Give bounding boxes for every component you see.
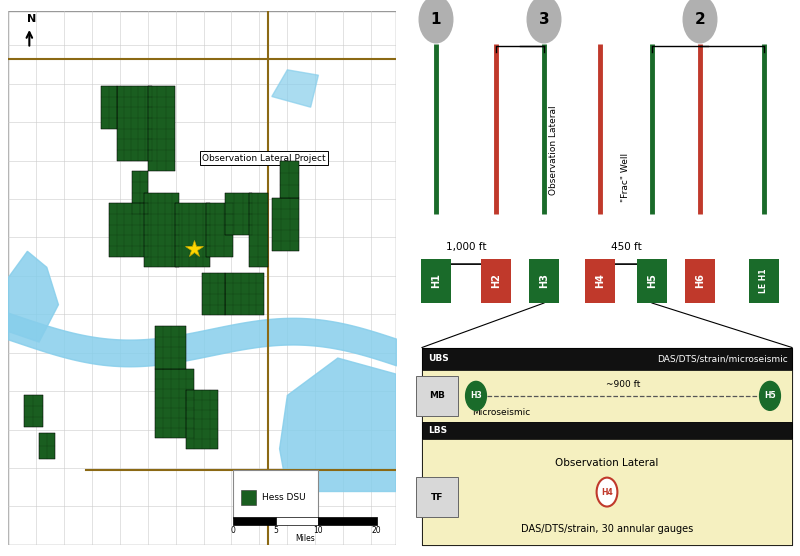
FancyBboxPatch shape xyxy=(422,421,792,439)
Text: DAS/DTS/strain, 30 annular gauges: DAS/DTS/strain, 30 annular gauges xyxy=(521,524,693,534)
FancyBboxPatch shape xyxy=(416,478,458,518)
Text: H4: H4 xyxy=(601,488,613,497)
FancyBboxPatch shape xyxy=(585,259,615,303)
Text: Microseismic: Microseismic xyxy=(472,408,530,417)
FancyBboxPatch shape xyxy=(109,203,148,257)
Polygon shape xyxy=(280,358,396,492)
FancyBboxPatch shape xyxy=(175,203,210,267)
Text: DAS/DTS/strain/microseismic: DAS/DTS/strain/microseismic xyxy=(658,354,788,364)
Polygon shape xyxy=(272,70,318,107)
FancyBboxPatch shape xyxy=(529,259,559,303)
Circle shape xyxy=(597,478,618,507)
FancyBboxPatch shape xyxy=(202,272,226,315)
Text: Observation Lateral: Observation Lateral xyxy=(555,458,658,468)
Polygon shape xyxy=(8,251,58,342)
Text: H6: H6 xyxy=(695,274,705,288)
FancyBboxPatch shape xyxy=(233,470,318,518)
Text: 1,000 ft: 1,000 ft xyxy=(446,242,486,252)
FancyBboxPatch shape xyxy=(241,490,256,505)
FancyBboxPatch shape xyxy=(272,198,299,251)
Text: 0: 0 xyxy=(230,525,235,535)
FancyBboxPatch shape xyxy=(422,348,792,370)
Text: Observation Lateral Project: Observation Lateral Project xyxy=(202,153,326,234)
FancyBboxPatch shape xyxy=(132,171,148,214)
Circle shape xyxy=(760,381,781,410)
FancyBboxPatch shape xyxy=(186,390,218,449)
Text: Hess DSU: Hess DSU xyxy=(262,493,306,502)
Text: "Frac" Well: "Frac" Well xyxy=(622,153,630,202)
FancyBboxPatch shape xyxy=(280,161,299,198)
FancyBboxPatch shape xyxy=(206,203,233,257)
FancyBboxPatch shape xyxy=(8,11,396,545)
FancyBboxPatch shape xyxy=(481,259,511,303)
FancyBboxPatch shape xyxy=(685,259,715,303)
FancyBboxPatch shape xyxy=(101,86,117,128)
FancyBboxPatch shape xyxy=(144,192,178,267)
FancyBboxPatch shape xyxy=(148,86,175,171)
Text: 2: 2 xyxy=(694,12,706,27)
Text: H5: H5 xyxy=(647,274,657,288)
Circle shape xyxy=(527,0,561,43)
Text: TF: TF xyxy=(430,493,443,502)
Text: LBS: LBS xyxy=(428,426,447,435)
Text: 10: 10 xyxy=(314,525,323,535)
FancyBboxPatch shape xyxy=(416,376,458,416)
Text: 20: 20 xyxy=(372,525,382,535)
Text: 5: 5 xyxy=(274,525,278,535)
FancyBboxPatch shape xyxy=(23,395,43,428)
FancyBboxPatch shape xyxy=(226,272,264,315)
Text: MB: MB xyxy=(429,391,445,400)
Text: ~900 ft: ~900 ft xyxy=(606,380,640,389)
Circle shape xyxy=(419,0,453,43)
Text: H4: H4 xyxy=(595,274,605,288)
Text: H2: H2 xyxy=(491,274,501,288)
Circle shape xyxy=(466,381,486,410)
Text: N: N xyxy=(26,14,36,24)
FancyBboxPatch shape xyxy=(155,369,194,438)
Text: Observation Lateral: Observation Lateral xyxy=(550,105,558,195)
Text: 450 ft: 450 ft xyxy=(610,242,642,252)
Text: Miles: Miles xyxy=(295,534,314,543)
FancyBboxPatch shape xyxy=(749,259,779,303)
Text: 1: 1 xyxy=(430,12,442,27)
Text: H3: H3 xyxy=(539,274,549,288)
Text: H1: H1 xyxy=(431,274,441,288)
Text: UBS: UBS xyxy=(428,354,449,364)
FancyBboxPatch shape xyxy=(421,259,451,303)
FancyBboxPatch shape xyxy=(226,192,253,235)
FancyBboxPatch shape xyxy=(249,192,268,267)
FancyBboxPatch shape xyxy=(422,370,792,421)
FancyBboxPatch shape xyxy=(637,259,667,303)
Text: H3: H3 xyxy=(470,391,482,400)
FancyBboxPatch shape xyxy=(39,433,54,459)
Circle shape xyxy=(683,0,717,43)
FancyBboxPatch shape xyxy=(117,86,151,161)
Text: LE H1: LE H1 xyxy=(759,269,769,293)
FancyBboxPatch shape xyxy=(422,439,792,545)
FancyBboxPatch shape xyxy=(155,326,186,369)
FancyBboxPatch shape xyxy=(422,348,792,545)
Text: 3: 3 xyxy=(538,12,550,27)
Text: H5: H5 xyxy=(764,391,776,400)
